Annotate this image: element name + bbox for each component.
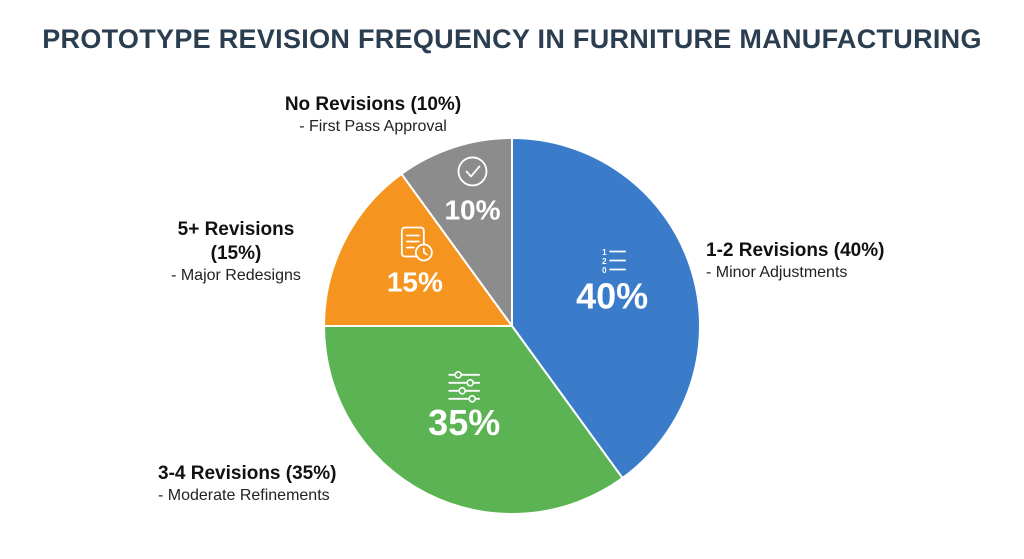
slice-label-3-4-revisions: 3-4 Revisions (35%) - Moderate Refinemen… [158,462,336,506]
slice-label-title: 1-2 Revisions (40%) [706,240,885,261]
svg-text:1: 1 [602,248,607,257]
slice-label-5-plus-revisions: 5+ Revisions (15%) - Major Redesigns [150,218,322,286]
svg-text:2: 2 [602,257,607,266]
numbered-list-icon: 120 [602,248,627,275]
pie-slice-3-4-revisions-35 [323,325,624,515]
slice-value-label: 15% [387,266,443,297]
slice-label-title: 5+ Revisions (15%) [177,219,295,264]
svg-text:0: 0 [602,266,607,275]
slice-value-label: 35% [428,402,500,443]
slice-label-subtitle: - Major Redesigns [171,266,301,284]
slice-label-subtitle: - Moderate Refinements [158,486,330,504]
slice-label-no-revisions: No Revisions (10%) - First Pass Approval [268,93,478,137]
slice-label-subtitle: - First Pass Approval [299,117,447,135]
slice-value-label: 10% [444,194,500,225]
pie-slice-no-revisions-10 [400,137,513,327]
document-clock-icon [400,226,433,262]
slice-label-subtitle: - Minor Adjustments [706,263,848,281]
slice-label-1-2-revisions: 1-2 Revisions (40%) - Minor Adjustments [706,239,884,283]
slice-value-label: 40% [576,275,648,316]
chart-title: PROTOTYPE REVISION FREQUENCY IN FURNITUR… [42,24,982,54]
sliders-icon [448,371,481,403]
slice-label-title: No Revisions (10%) [284,94,462,115]
slice-label-title: 3-4 Revisions (35%) [158,463,337,484]
pie-slice-1-2-revisions-40 [511,137,701,480]
check-circle-icon [457,156,488,187]
